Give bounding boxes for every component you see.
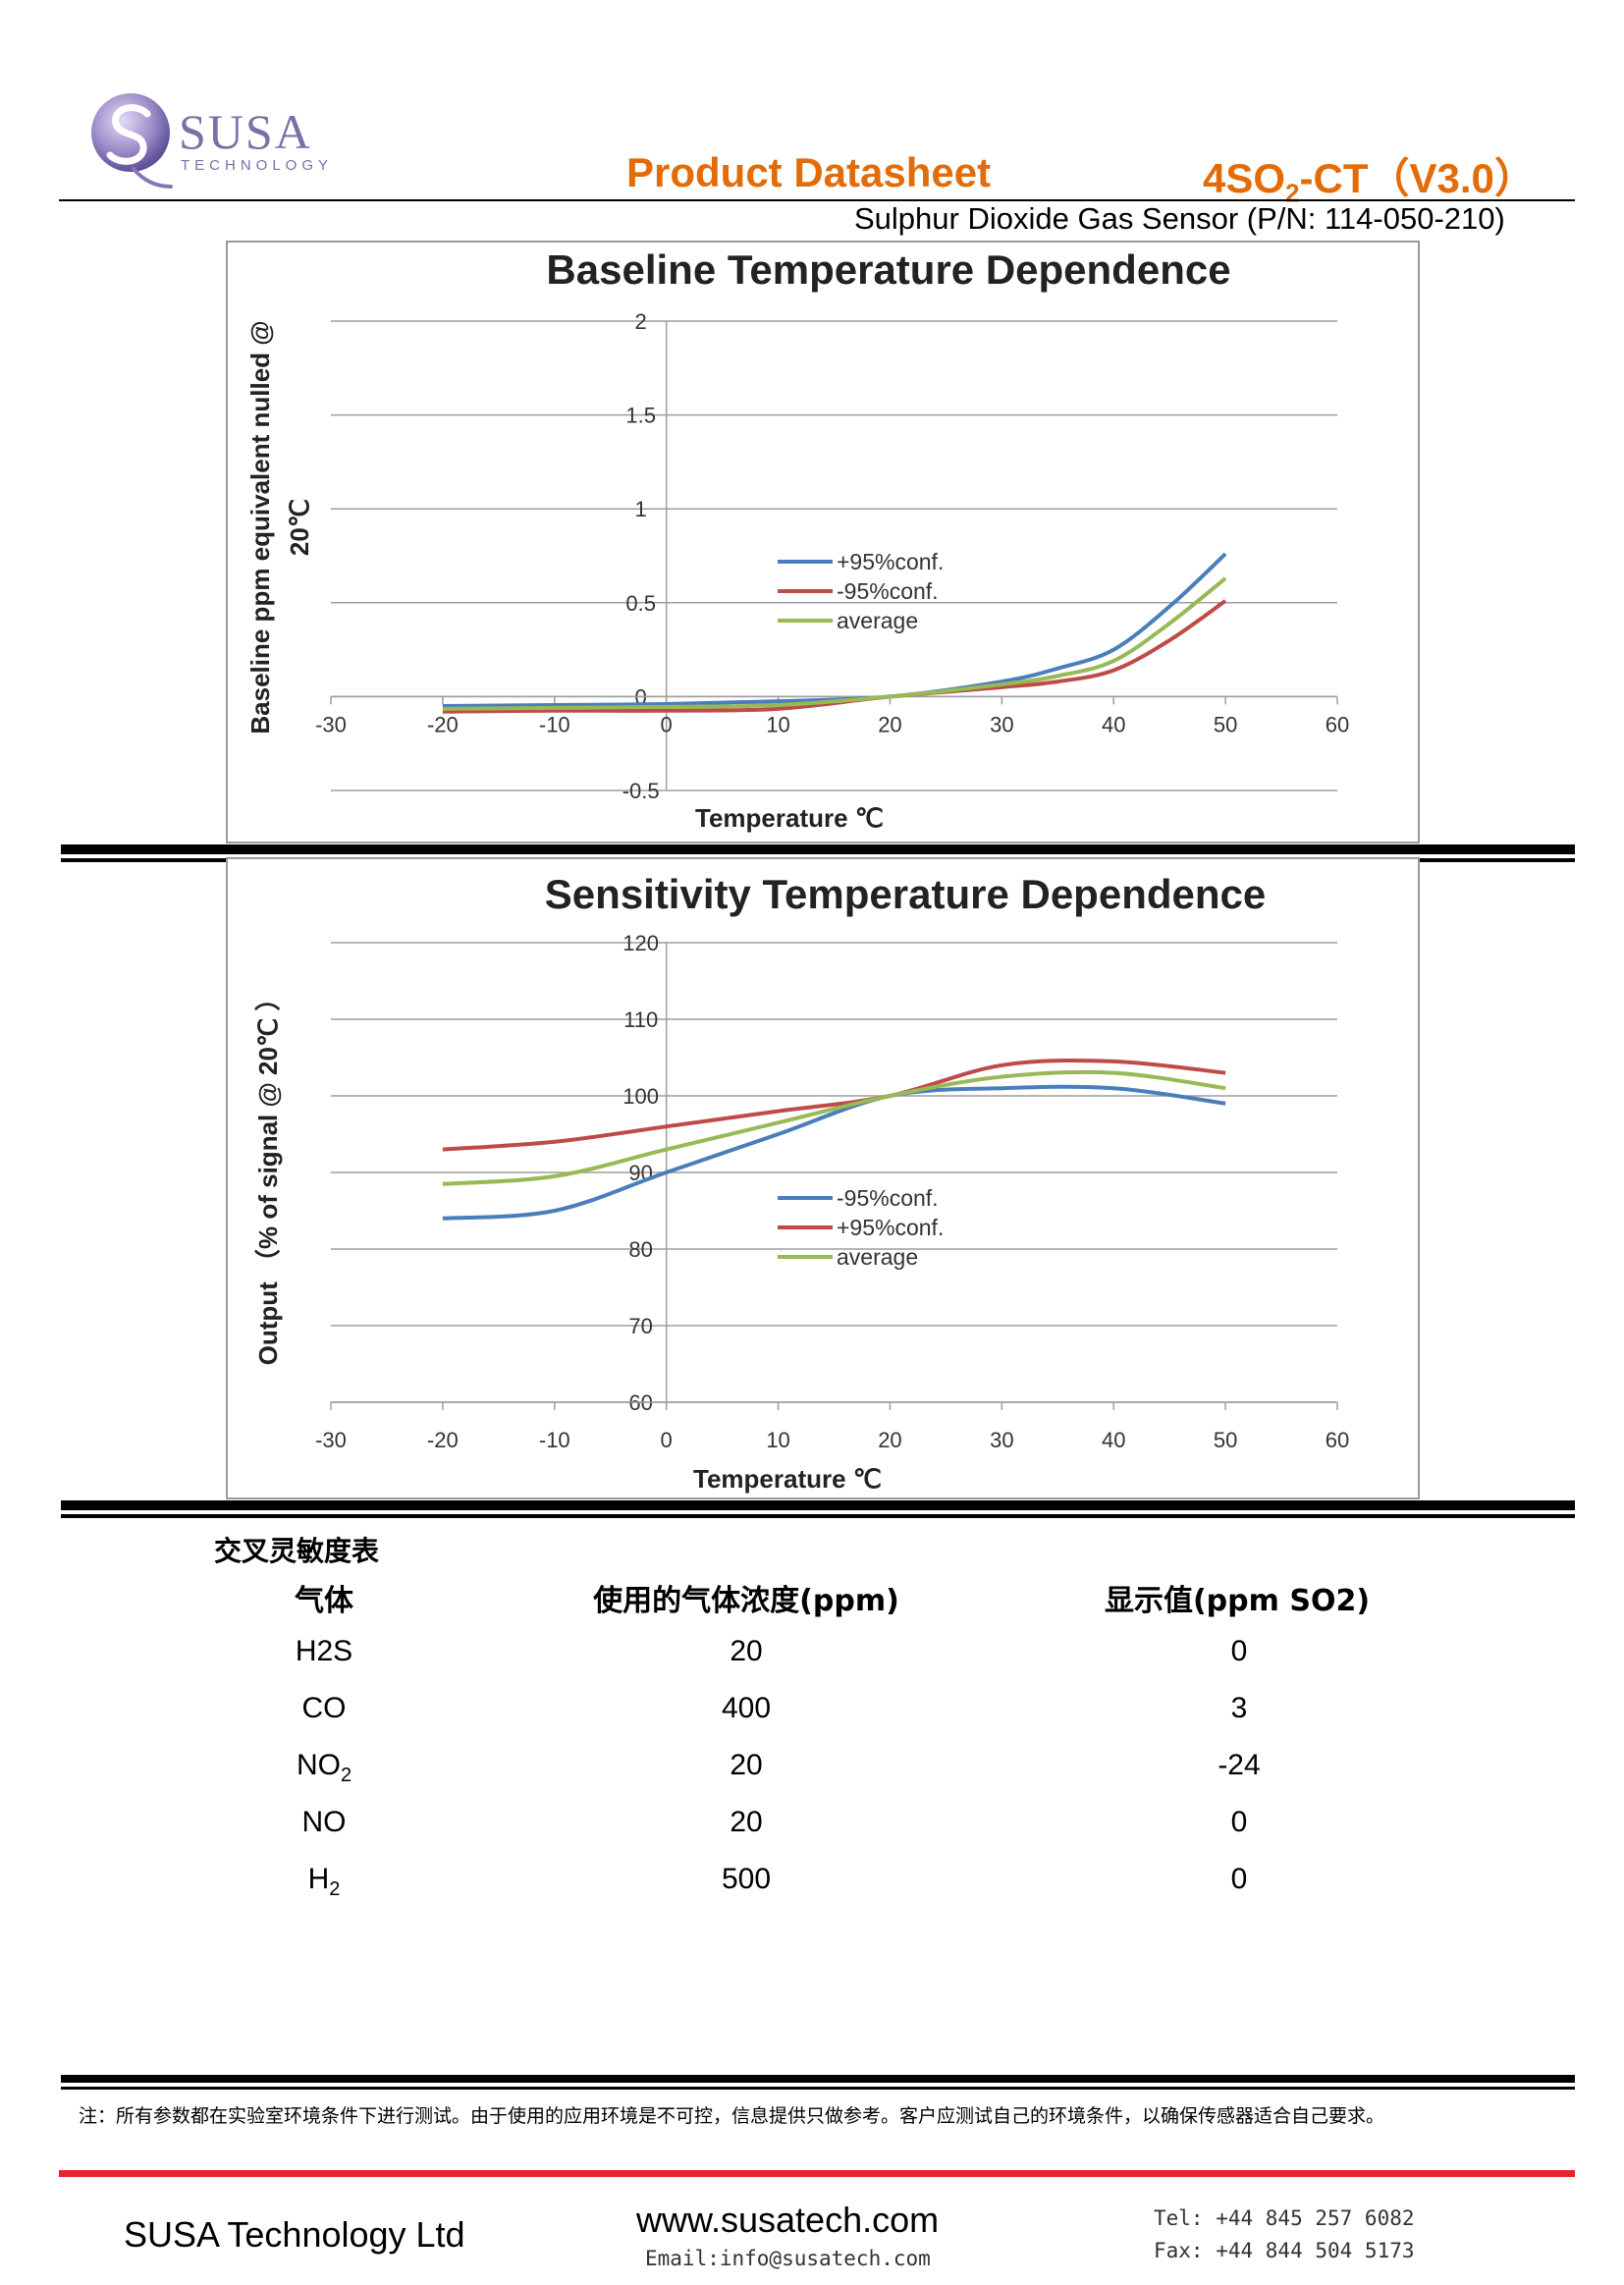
table-cell-concentration: 400 [721, 1692, 772, 1724]
x-tick-label: 0 [661, 1428, 673, 1452]
y-tick-label: 70 [628, 1314, 652, 1338]
legend-label: average [837, 608, 918, 633]
sensitivity-chart-frame: 120 110 100 90 80 70 60 -30 -20 -10 0 10 20 30 40 50 60-… [226, 857, 1420, 1499]
column-header-display: 显示值(ppm SO2) [1104, 1584, 1371, 1618]
x-tick-label: -10 [539, 712, 570, 736]
y-tick-label: 110 [623, 1007, 658, 1032]
series-line [442, 1084, 1226, 1221]
series-line [442, 1059, 1226, 1152]
table-cell-display: 0 [1230, 1806, 1248, 1838]
x-tick-label: 0 [661, 712, 673, 736]
series-line [442, 552, 1227, 708]
y-tick-label: 120 [623, 931, 659, 955]
y-tick-label: 2 [635, 309, 647, 334]
table-cell-concentration: 500 [721, 1863, 772, 1895]
table-cell-gas: NO [301, 1806, 347, 1838]
x-tick-label: 40 [1102, 1428, 1125, 1452]
legend-label: average [837, 1244, 918, 1270]
email-link[interactable]: Email:info@susatech.com [645, 2247, 931, 2270]
legend-label: -95%conf. [837, 578, 939, 604]
model-suffix: -CT（V3.0） [1299, 155, 1536, 201]
x-tick-label: -30 [315, 712, 347, 736]
series-line [442, 576, 1227, 711]
baseline-chart: 21.510.50-0.5-30 -20 -10 0 10 20 30 40 50 60+95%c… [245, 246, 1349, 833]
table-cell-concentration: 20 [730, 1749, 763, 1781]
x-tick-label: 50 [1214, 1428, 1237, 1452]
y-tick-label: 1 [635, 497, 647, 521]
footer-divider [61, 2075, 1575, 2095]
logo-wordmark: SUSA [179, 104, 312, 159]
x-tick-label: 30 [990, 1428, 1013, 1452]
disclaimer-note: 注：所有参数都在实验室环境条件下进行测试。由于使用的应用环境是不可控，信息提供只… [79, 2105, 1385, 2127]
y-axis-label: Output （% of signal @ 20℃ ） [253, 986, 283, 1366]
x-tick-label: -20 [427, 712, 459, 736]
chart-title: Baseline Temperature Dependence [546, 246, 1230, 293]
chart-title: Sensitivity Temperature Dependence [545, 871, 1266, 917]
y-axis-label: 20℃ [285, 499, 314, 556]
table-cell-concentration: 20 [730, 1635, 763, 1667]
y-axis-label: Baseline ppm equivalent nulled @ [245, 320, 275, 734]
column-header-gas: 气体 [295, 1584, 353, 1618]
fax-number: Fax: +44 844 504 5173 [1154, 2239, 1415, 2262]
column-header-concentration: 使用的气体浓度(ppm) [593, 1584, 899, 1618]
table-cell-concentration: 20 [730, 1806, 763, 1838]
legend-label: +95%conf. [837, 1215, 944, 1240]
telephone-number: Tel: +44 845 257 6082 [1154, 2206, 1415, 2230]
cross-sensitivity-title: 交叉灵敏度表 [214, 1535, 380, 1567]
x-tick-label: 60 [1326, 1428, 1349, 1452]
x-tick-label: 60 [1326, 712, 1349, 736]
company-name: SUSA Technology Ltd [124, 2214, 465, 2255]
legend-label: +95%conf. [837, 549, 944, 574]
x-tick-label: 20 [878, 1428, 901, 1452]
x-tick-label: 50 [1214, 712, 1237, 736]
table-cell-display: 0 [1230, 1863, 1248, 1895]
series-line [442, 1069, 1226, 1186]
company-logo [91, 93, 173, 189]
model-number: 4SO2-CT（V3.0） [1203, 145, 1536, 208]
y-tick-label: -0.5 [623, 779, 660, 803]
x-tick-label: 30 [990, 712, 1013, 736]
website-link[interactable]: www.susatech.com [636, 2200, 940, 2240]
table-cell-display: 0 [1230, 1635, 1248, 1667]
table-cell-gas: NO2 [296, 1749, 352, 1786]
legend-label: -95%conf. [837, 1185, 939, 1211]
x-tick-label: -30 [315, 1428, 347, 1452]
table-cell-gas: H2S [295, 1635, 353, 1667]
section-divider [61, 1500, 1575, 1520]
x-tick-label: 10 [766, 712, 789, 736]
y-tick-label: 0.5 [625, 591, 656, 616]
header-divider [59, 199, 1575, 201]
x-tick-label: 40 [1102, 712, 1125, 736]
x-axis-label: Temperature ℃ [693, 1464, 882, 1494]
table-cell-display: -24 [1218, 1749, 1261, 1781]
table-cell-gas: H2 [307, 1863, 341, 1900]
document-type-title: Product Datasheet [626, 149, 992, 195]
x-tick-label: -20 [427, 1428, 459, 1452]
table-cell-display: 3 [1230, 1692, 1248, 1724]
y-tick-label: 1.5 [625, 404, 656, 428]
x-axis-label: Temperature ℃ [695, 803, 884, 833]
footer-red-rule [59, 2170, 1575, 2177]
product-subtitle: Sulphur Dioxide Gas Sensor (P/N: 114-050… [854, 201, 1505, 236]
baseline-chart-frame: 2 1.5 1 0.5 0 -0.5 -30 -20 -10 0 10 20 30 40 50 60 +95%c… [226, 241, 1420, 843]
logo-tagline: TECHNOLOGY [181, 157, 334, 174]
y-tick-label: 100 [623, 1084, 659, 1109]
x-tick-label: 20 [878, 712, 901, 736]
x-tick-label: -10 [539, 1428, 570, 1452]
series-line [442, 599, 1227, 714]
x-tick-label: 10 [766, 1428, 789, 1452]
model-prefix: 4SO [1203, 155, 1286, 201]
table-cell-gas: CO [301, 1692, 347, 1724]
y-tick-label: 80 [628, 1237, 652, 1262]
